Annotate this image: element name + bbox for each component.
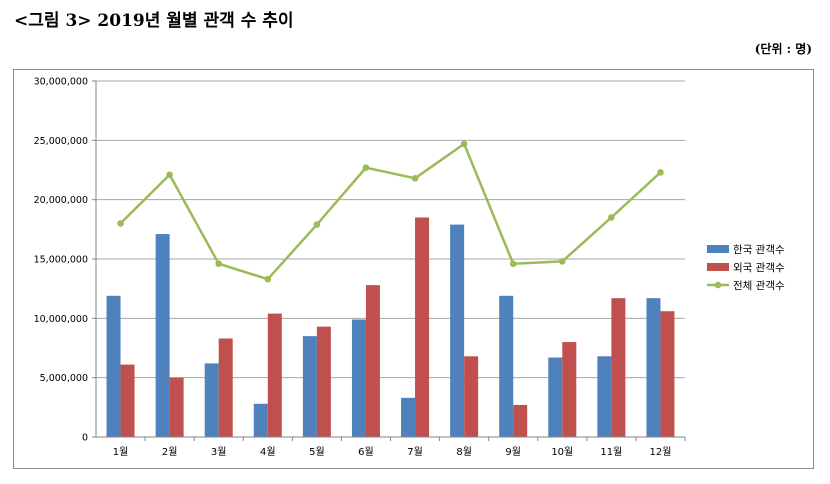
legend-label: 전체 관객수 — [733, 280, 785, 292]
bar-foreign — [513, 404, 528, 437]
y-tick-label: 0 — [82, 433, 88, 444]
x-tick-label: 6월 — [358, 446, 374, 458]
chart-title: <그림 3> 2019년 월별 관객 수 추이 — [14, 11, 294, 31]
bar-korean — [401, 397, 416, 437]
bar-foreign — [267, 313, 282, 437]
total-line-point — [411, 175, 419, 182]
x-tick-label: 4월 — [260, 446, 276, 458]
bar-korean — [450, 224, 465, 437]
total-line-point — [558, 258, 566, 265]
x-tick-label: 9월 — [505, 446, 521, 458]
y-tick-label: 30,000,000 — [34, 77, 88, 88]
bar-foreign — [415, 217, 430, 437]
bar-foreign — [218, 338, 233, 437]
y-tick-label: 20,000,000 — [34, 195, 88, 206]
total-line-path — [119, 142, 662, 281]
total-line-point — [362, 164, 370, 171]
x-tick-label: 7월 — [407, 446, 423, 458]
x-tick-label: 10월 — [551, 446, 573, 458]
legend-swatch-marker — [714, 281, 722, 289]
x-tick-label: 2월 — [162, 446, 178, 458]
total-line-point — [608, 214, 615, 221]
bar-foreign — [169, 377, 184, 437]
chart-svg: 0 5,000,000 10,000,000 15,000,000 20,000,000… — [34, 77, 785, 459]
x-tick-label: 5월 — [309, 446, 325, 458]
total-line-point — [264, 275, 272, 283]
bar-korean — [253, 403, 268, 437]
total-line-point — [166, 171, 173, 179]
legend-label: 외국 관객수 — [733, 262, 785, 274]
total-line-point — [215, 260, 223, 268]
y-tick-label: 15,000,000 — [34, 255, 88, 266]
bar-korean — [499, 295, 514, 437]
x-axis: 1월 2월 3월 4월 5월 6월 7월 8월 9월 10월 11월 12월 — [96, 436, 686, 458]
legend-swatch — [707, 263, 729, 271]
bar-foreign — [562, 342, 577, 437]
x-tick-label: 11월 — [600, 446, 622, 458]
total-line-point — [509, 260, 517, 268]
x-tick-label: 3월 — [211, 446, 227, 458]
y-tick-label: 25,000,000 — [34, 136, 88, 147]
bars — [106, 217, 675, 437]
legend-label: 한국 관객수 — [733, 244, 785, 256]
bar-korean — [155, 234, 170, 437]
x-tick-label: 8월 — [456, 446, 472, 458]
total-line-point — [313, 221, 321, 228]
unit-note: (단위 : 명) — [754, 42, 812, 56]
bar-foreign — [464, 356, 479, 437]
bar-foreign — [611, 298, 626, 437]
y-tick-label: 10,000,000 — [34, 314, 88, 325]
total-line-point — [117, 220, 124, 227]
x-tick-label: 1월 — [113, 446, 129, 458]
bar-foreign — [365, 285, 380, 437]
bar-foreign — [660, 311, 675, 437]
bar-korean — [204, 363, 219, 437]
total-line — [117, 140, 664, 283]
total-line-point — [657, 169, 664, 176]
chart-frame: 0 5,000,000 10,000,000 15,000,000 20,000,000… — [13, 69, 814, 469]
bar-foreign — [316, 326, 331, 437]
bar-korean — [106, 295, 121, 437]
bar-korean — [597, 356, 612, 437]
legend-swatch — [707, 245, 729, 253]
x-tick-label: 12월 — [649, 446, 671, 458]
total-line-point — [460, 140, 468, 148]
bar-foreign — [120, 364, 135, 437]
bar-korean — [302, 336, 317, 437]
y-tick-label: 5,000,000 — [40, 373, 88, 384]
bar-korean — [646, 298, 661, 437]
gridlines — [96, 80, 685, 438]
bar-korean — [548, 357, 563, 437]
y-axis: 0 5,000,000 10,000,000 15,000,000 20,000,000… — [34, 77, 97, 444]
bar-korean — [351, 319, 366, 437]
